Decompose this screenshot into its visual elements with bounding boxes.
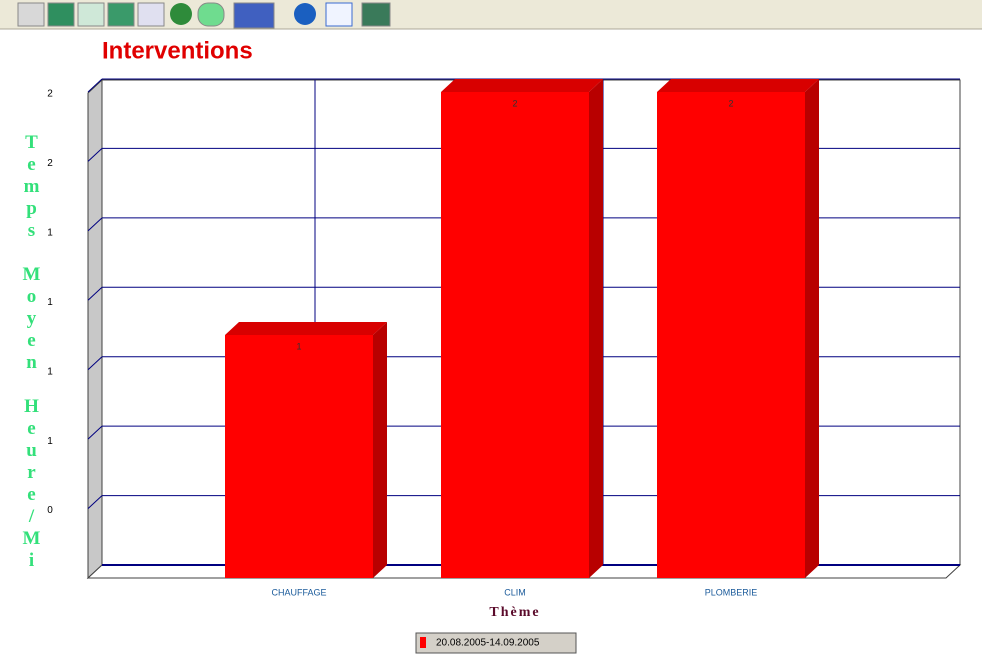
y-tick-label: 1 (47, 436, 53, 447)
btn-pie[interactable] (170, 3, 192, 25)
toolbar-buttons[interactable] (17, 2, 391, 29)
tick-mark (87, 286, 103, 301)
x-tick-label: CLIM (504, 587, 526, 597)
legend (415, 632, 577, 654)
value-label: 2 (728, 98, 733, 108)
btn-exit[interactable] (361, 2, 391, 27)
btn-back[interactable] (294, 3, 316, 25)
value-label: 1 (296, 341, 301, 351)
btn-area[interactable] (137, 2, 165, 27)
tick-mark (87, 425, 103, 440)
btn-stack[interactable] (107, 2, 135, 27)
btn-line[interactable] (77, 2, 105, 27)
btn-grid[interactable] (233, 2, 275, 29)
bar (657, 92, 805, 578)
x-tick-label: CHAUFFAGE (271, 587, 326, 597)
x-axis-label: Thème (489, 605, 540, 620)
value-label: 2 (512, 98, 517, 108)
y-tick-label: 2 (47, 89, 53, 100)
chart-title: Interventions (102, 37, 253, 64)
y-tick-label: 2 (47, 158, 53, 169)
btn-3d[interactable] (197, 2, 225, 27)
tick-mark (87, 495, 103, 509)
bar-side (373, 322, 387, 578)
bar-top (657, 79, 819, 92)
legend-swatch (420, 637, 426, 648)
x-tick-label: PLOMBERIE (705, 587, 758, 597)
btn-print[interactable] (17, 2, 45, 27)
y-tick-label: 1 (47, 227, 53, 238)
btn-page[interactable] (325, 2, 353, 27)
y-tick-label: 0 (47, 505, 53, 516)
btn-bar[interactable] (47, 2, 75, 27)
tick-mark (87, 217, 103, 232)
bar-top (441, 79, 603, 92)
tick-mark (87, 356, 103, 371)
legend-label: 20.08.2005-14.09.2005 (436, 638, 540, 649)
tick-mark (87, 78, 103, 93)
bar-side (589, 79, 603, 578)
y-tick-label: 1 (47, 297, 53, 308)
bar (225, 335, 373, 578)
tick-mark (87, 148, 103, 162)
bar-side (805, 79, 819, 578)
bar (441, 92, 589, 578)
y-tick-label: 1 (47, 366, 53, 377)
bar-top (225, 322, 387, 335)
y-axis-label: Temps Moyen Heure/Mi (21, 132, 42, 572)
